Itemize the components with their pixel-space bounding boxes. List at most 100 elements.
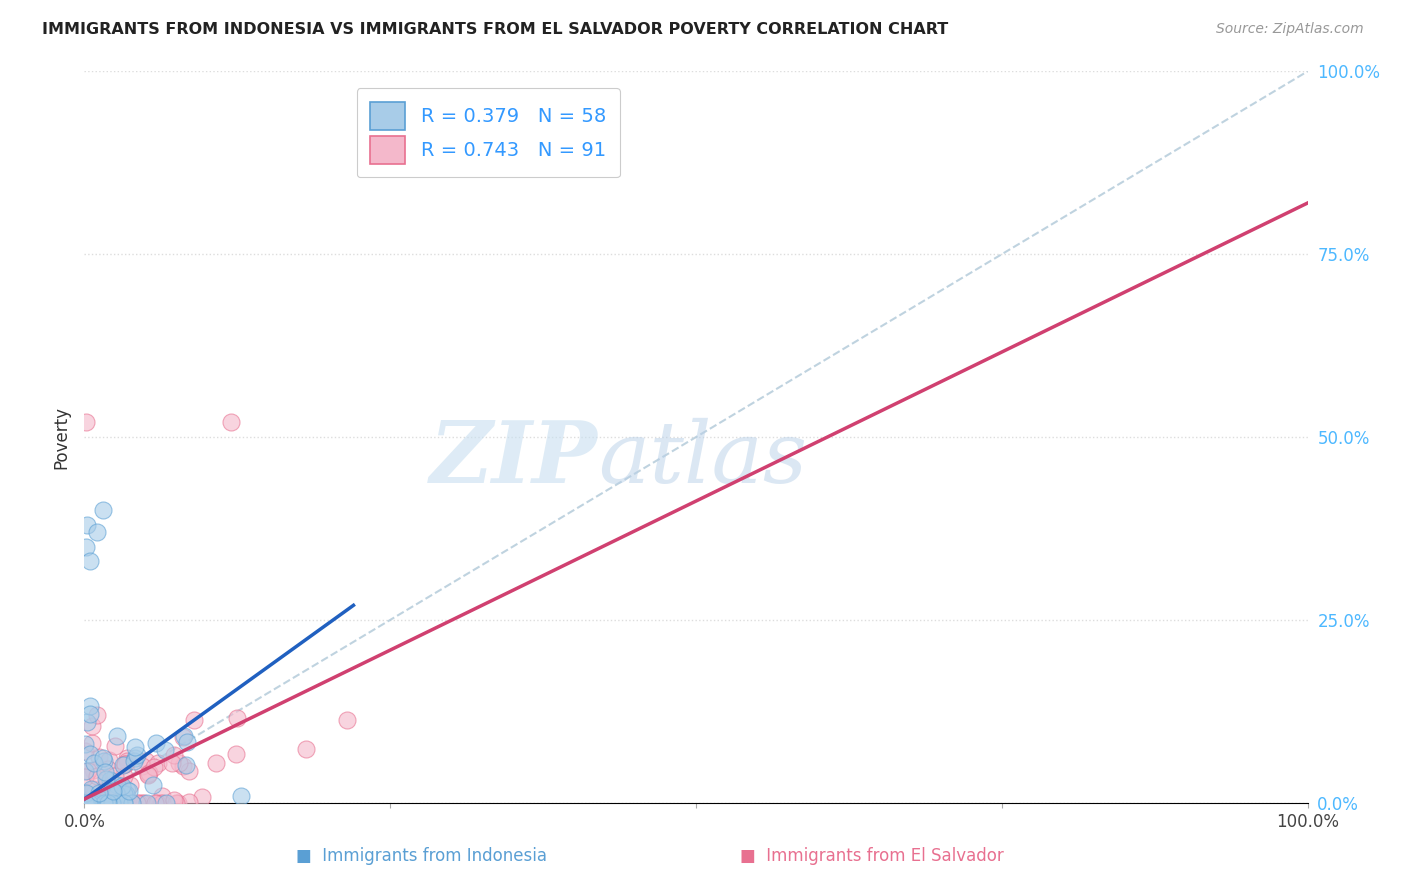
Point [75,796,97,810]
Point [75,796,97,810]
Point [148,756,170,771]
Point [98,773,121,788]
Point [75,796,97,810]
Point [219,416,242,430]
Point [112,796,135,810]
Point [103,796,125,810]
Point [131,796,153,810]
Point [89,749,111,764]
Point [75,764,97,778]
Text: IMMIGRANTS FROM INDONESIA VS IMMIGRANTS FROM EL SALVADOR POVERTY CORRELATION CHA: IMMIGRANTS FROM INDONESIA VS IMMIGRANTS … [42,22,949,37]
Point [75,786,97,800]
Point [163,748,186,763]
Point [86,796,108,810]
Point [76,517,98,532]
Point [114,757,136,772]
Point [100,796,122,810]
Text: Source: ZipAtlas.com: Source: ZipAtlas.com [1216,22,1364,37]
Point [76,796,98,810]
Point [111,779,134,793]
Point [117,751,139,765]
Point [75,744,97,758]
Point [134,796,156,810]
Point [150,796,173,810]
Point [295,742,318,756]
Text: ZIP: ZIP [430,417,598,500]
Point [86,525,108,540]
Point [100,796,122,810]
Point [105,778,128,792]
Point [73,738,96,752]
Point [87,796,110,810]
Point [165,796,187,810]
Point [90,796,112,810]
Point [75,796,97,810]
Point [176,758,198,772]
Point [79,796,101,810]
Point [89,796,111,810]
Point [94,778,117,792]
Point [135,754,157,768]
Point [225,747,247,761]
Point [167,756,190,771]
Point [112,788,135,802]
Point [173,729,195,743]
Point [118,784,141,798]
Point [104,787,127,801]
Point [101,796,124,810]
Point [155,796,177,810]
Point [172,730,194,744]
Point [94,796,117,810]
Point [160,756,183,771]
Text: atlas: atlas [598,417,807,500]
Point [122,755,145,769]
Point [82,763,104,777]
Point [111,757,134,772]
Point [79,699,101,714]
Point [79,796,101,810]
Point [229,789,252,803]
Point [96,796,118,810]
Point [84,796,107,810]
Point [115,783,138,797]
Point [114,756,136,771]
Point [91,796,114,810]
Point [83,756,105,771]
Point [101,784,124,798]
Y-axis label: Poverty: Poverty [52,406,70,468]
Point [75,787,97,801]
Point [204,756,226,771]
Point [96,772,118,786]
Point [108,796,131,810]
Point [98,752,121,766]
Point [75,796,97,810]
Point [86,708,108,723]
Point [89,796,111,810]
Point [87,786,110,800]
Point [142,760,165,774]
Point [104,769,127,783]
Point [89,796,111,810]
Point [115,754,138,768]
Point [82,781,104,796]
Point [124,751,146,765]
Point [93,754,115,768]
Point [82,796,104,810]
Point [73,796,96,810]
Point [121,796,143,810]
Point [75,416,97,430]
Point [183,713,205,727]
Point [112,769,135,783]
Point [76,796,98,810]
Point [138,765,160,780]
Point [105,788,128,802]
Point [104,796,127,810]
Point [76,714,98,729]
Point [115,787,138,801]
Legend: R = 0.379   N = 58, R = 0.743   N = 91: R = 0.379 N = 58, R = 0.743 N = 91 [357,88,620,178]
Point [138,767,160,781]
Point [84,796,107,810]
Point [79,747,101,762]
Point [91,793,114,807]
Point [93,796,115,810]
